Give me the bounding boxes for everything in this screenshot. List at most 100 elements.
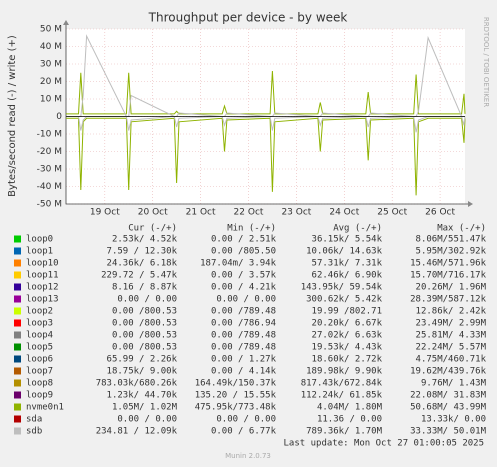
legend-stat: 0.00 /800.53 — [112, 307, 177, 317]
y-tick-label: 0 — [56, 112, 62, 122]
legend-swatch — [14, 415, 21, 423]
legend-stat: 0.00 / 0.00 — [216, 295, 276, 305]
legend-stat: 15.70M/716.17k — [410, 271, 486, 281]
legend-name: sda — [26, 415, 42, 425]
legend-stat: 0.00 / 0.00 — [216, 415, 276, 425]
legend-stat: 28.39M/587.12k — [410, 295, 486, 305]
y-tick-label: 50 M — [40, 25, 62, 35]
legend-stat: 0.00 / 0.00 — [117, 295, 177, 305]
legend-swatch — [14, 379, 21, 387]
legend-name: loop5 — [26, 343, 53, 353]
legend-name: loop7 — [26, 367, 53, 377]
y-tick-label: 30 M — [40, 60, 62, 70]
legend-name: loop0 — [26, 235, 53, 245]
y-tick-label: 20 M — [40, 77, 62, 87]
y-tick-label: 40 M — [40, 42, 62, 52]
legend-stat: 2.53k/ 4.52k — [112, 235, 178, 245]
legend-name: loop8 — [26, 379, 53, 389]
legend-stat: 0.00 /789.48 — [211, 307, 276, 317]
legend-header: Avg (-/+) — [333, 224, 382, 234]
y-tick-label: -30 M — [37, 165, 62, 175]
legend-stat: 0.00 /789.48 — [211, 343, 276, 353]
legend-stat: 65.99 / 2.26k — [107, 355, 178, 365]
legend-stat: 62.46k/ 6.90k — [312, 271, 383, 281]
legend-stat: 24.36k/ 6.18k — [107, 259, 178, 269]
legend-stat: 5.95M/302.92k — [416, 247, 487, 257]
legend-swatch — [14, 247, 21, 255]
legend-name: loop9 — [26, 391, 53, 401]
legend-stat: 234.81 / 12.09k — [96, 427, 178, 437]
legend-stat: 9.76M/ 1.43M — [421, 379, 487, 389]
legend-swatch — [14, 367, 21, 375]
legend-stat: 817.43k/672.84k — [301, 379, 383, 389]
legend-stat: 7.59 / 12.30k — [107, 247, 178, 257]
legend-stat: 19.99 /802.71 — [312, 307, 382, 317]
legend-stat: 0.00 /789.48 — [211, 331, 276, 341]
legend-stat: 36.15k/ 5.54k — [312, 235, 383, 245]
legend-stat: 0.00 /800.53 — [112, 343, 177, 353]
legend-stat: 4.75M/460.71k — [416, 355, 487, 365]
legend-stat: 8.06M/551.47k — [416, 235, 487, 245]
y-tick-label: -10 M — [37, 130, 62, 140]
legend-swatch — [14, 355, 21, 363]
legend-header: Cur (-/+) — [128, 224, 177, 234]
legend-name: loop2 — [26, 307, 53, 317]
legend-stat: 18.60k/ 2.72k — [312, 355, 383, 365]
legend-stat: 0.00 / 0.00 — [117, 415, 177, 425]
legend-name: loop13 — [26, 295, 59, 305]
legend-stat: 0.00 / 3.57k — [211, 271, 277, 281]
legend-name: loop3 — [26, 319, 53, 329]
legend-stat: 11.36 / 0.00 — [317, 415, 382, 425]
legend-stat: 0.00 / 6.77k — [211, 427, 277, 437]
legend-name: sdb — [26, 427, 42, 437]
y-tick-label: -50 M — [37, 200, 62, 210]
y-tick-label: 10 M — [40, 95, 62, 105]
axes — [65, 23, 470, 205]
x-tick-label: 22 Oct — [234, 208, 264, 218]
legend-swatch — [14, 391, 21, 399]
legend-name: loop6 — [26, 355, 53, 365]
legend-name: loop10 — [26, 259, 59, 269]
legend-stat: 164.49k/150.37k — [195, 379, 277, 389]
legend-stat: 1.23k/ 44.70k — [107, 391, 178, 401]
legend-stat: 20.26M/ 1.96M — [416, 283, 487, 293]
legend-swatch — [14, 295, 21, 303]
legend-stat: 1.05M/ 1.02M — [112, 403, 178, 413]
legend-stat: 0.00 / 4.14k — [211, 367, 277, 377]
legend-stat: 57.31k/ 7.31k — [312, 259, 383, 269]
legend-name: nvme0n1 — [26, 403, 64, 413]
legend-stat: 4.04M/ 1.80M — [317, 403, 383, 413]
legend-stat: 19.53k/ 4.43k — [312, 343, 383, 353]
legend-stat: 22.08M/ 31.83M — [410, 391, 486, 401]
legend-swatch — [14, 259, 21, 267]
x-tick-label: 25 Oct — [377, 208, 407, 218]
y-tick-label: -20 M — [37, 147, 62, 157]
legend-stat: 0.00 /800.53 — [112, 331, 177, 341]
x-tick-label: 20 Oct — [138, 208, 168, 218]
y-tick-label: -40 M — [37, 182, 62, 192]
legend-stat: 0.00 / 4.21k — [211, 283, 277, 293]
legend-stat: 10.06k/ 14.63k — [306, 247, 382, 257]
legend-stat: 50.68M/ 43.99M — [410, 403, 486, 413]
legend-swatch — [14, 343, 21, 351]
legend-stat: 33.33M/ 50.01M — [410, 427, 486, 437]
legend-stat: 19.62M/439.76k — [410, 367, 486, 377]
legend-swatch — [14, 427, 21, 435]
legend-stat: 112.24k/ 61.85k — [301, 391, 383, 401]
legend-header: Min (-/+) — [227, 224, 276, 234]
legend-swatch — [14, 235, 21, 243]
legend-stat: 0.00 / 1.27k — [211, 355, 277, 365]
legend-stat: 783.03k/680.26k — [96, 379, 178, 389]
legend-stat: 13.33k/ 0.00 — [421, 415, 486, 425]
y-axis-label: Bytes/second read (-) / write (+) — [7, 35, 18, 197]
legend-name: loop11 — [26, 271, 59, 281]
legend-stat: 475.95k/773.48k — [195, 403, 277, 413]
legend-stat: 20.20k/ 6.67k — [312, 319, 383, 329]
legend-stat: 0.00 /800.53 — [112, 319, 177, 329]
version: Munin 2.0.73 — [225, 452, 271, 460]
legend-stat: 229.72 / 5.47k — [101, 271, 177, 281]
side-note: RRDTOOL / TOBI OETIKER — [482, 17, 490, 107]
legend-swatch — [14, 319, 21, 327]
x-tick-label: 19 Oct — [90, 208, 120, 218]
